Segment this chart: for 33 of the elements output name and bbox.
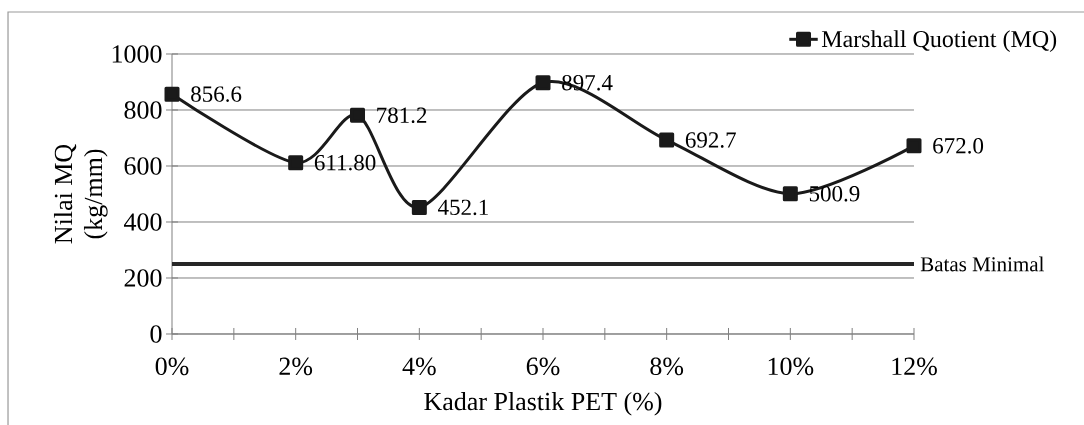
- point: [659, 132, 675, 148]
- ref-line-label: Batas Minimal: [920, 256, 1044, 272]
- data-label: 611.80: [314, 154, 376, 171]
- x-tick-label: 12%: [892, 357, 937, 376]
- point: [535, 75, 551, 91]
- data-label: 672.0: [933, 138, 984, 154]
- y-tick-label: 800: [124, 101, 162, 119]
- point: [411, 199, 427, 215]
- data-label: 692.7: [685, 132, 736, 148]
- x-tick-label: 10%: [768, 357, 814, 376]
- data-label: 856.6: [191, 86, 242, 102]
- data-label: 452.1: [437, 199, 488, 216]
- point: [288, 155, 304, 171]
- data-label: 500.9: [809, 185, 860, 202]
- y-axis-title: Nilai MQ (kg/mm): [53, 144, 108, 244]
- y-tick-label: 600: [124, 157, 162, 175]
- data-label: 897.4: [562, 74, 613, 91]
- y-tick-label: 1000: [112, 45, 162, 63]
- x-tick-label: 6%: [526, 357, 560, 376]
- y-tick-label: 200: [124, 269, 162, 287]
- y-tick-label: 400: [123, 213, 162, 231]
- x-axis-title: Kadar Plastik PET (%): [424, 392, 662, 416]
- data-label: 781.2: [377, 107, 427, 124]
- y-tick-label: 0: [150, 325, 162, 343]
- x-tick-label: 4%: [402, 357, 436, 376]
- point: [906, 138, 922, 154]
- x-tick-label: 8%: [650, 357, 684, 376]
- point: [350, 107, 366, 123]
- legend-label: Marshall Quotient (MQ): [821, 30, 1057, 53]
- point: [164, 86, 180, 102]
- x-tick-label: 0%: [155, 357, 189, 376]
- x-tick-label: 2%: [279, 357, 313, 376]
- point: [782, 186, 798, 202]
